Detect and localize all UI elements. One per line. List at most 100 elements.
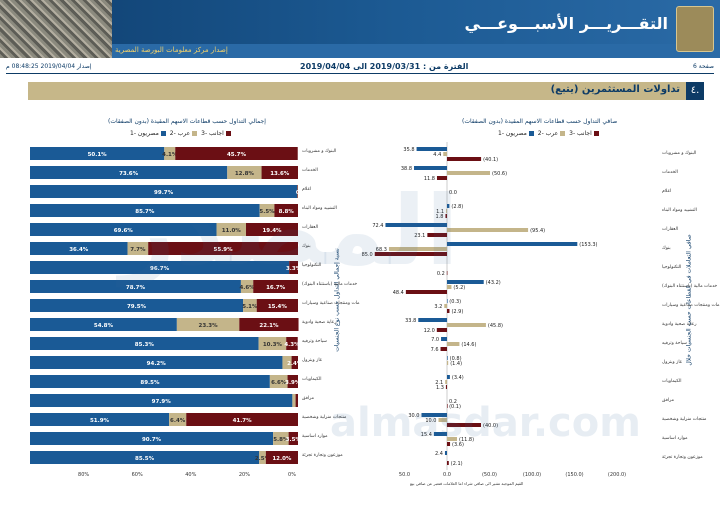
- stacked-bar-segment: [164, 147, 176, 160]
- stacked-bar-segment: [282, 356, 292, 369]
- net-bar: [405, 290, 447, 294]
- subtitle-bar: [112, 44, 720, 58]
- net-bar: [385, 223, 447, 227]
- category-label: موزعون وتجارة تجزئة: [302, 453, 343, 458]
- stacked-bar-segment: [287, 375, 298, 388]
- stacked-bar-segment: [291, 356, 298, 369]
- stacked-bar-segment: [273, 432, 289, 445]
- net-bar: [447, 442, 451, 446]
- left-chart-legend: اجانب -3 عرب -2 مصريون -1: [130, 130, 233, 137]
- stacked-bar-segment: [127, 242, 149, 255]
- data-label: 33.8: [405, 318, 416, 324]
- legend-swatch-egyptians: [528, 131, 534, 136]
- stacked-bar-segment: [30, 356, 283, 369]
- data-label: (3.6): [452, 442, 464, 448]
- report-subtitle: إصدار مركز معلومات البورصة المصرية: [115, 46, 228, 54]
- net-bar: [447, 242, 578, 246]
- category-label: موزعون وتجارة تجزئة: [662, 455, 703, 460]
- stacked-bar-segment: [30, 394, 293, 407]
- net-bar: [414, 166, 447, 170]
- data-label: 15.4%: [268, 304, 288, 310]
- data-label: 11.0%: [222, 228, 242, 234]
- data-label: (0.8): [450, 356, 462, 362]
- data-label: 5.5%: [259, 209, 275, 215]
- stacked-bar-segment: [30, 299, 244, 312]
- data-label: (0.1): [449, 404, 461, 410]
- data-label: 10.3%: [263, 342, 283, 348]
- data-label: (14.6): [461, 342, 476, 348]
- category-label: اعلام: [662, 189, 671, 194]
- legend-swatch-foreigners: [593, 131, 599, 136]
- data-label: 1.8: [436, 214, 444, 220]
- stacked-bar-segment: [258, 337, 287, 350]
- data-label: (1.4): [450, 361, 462, 367]
- category-label: خدمات ومنتجات صناعية وسيارات: [662, 303, 720, 308]
- data-label: (11.8): [459, 437, 474, 443]
- net-bar: [374, 252, 447, 256]
- legend-swatch-arabs: [560, 131, 566, 136]
- data-label: 2.5%: [255, 456, 271, 462]
- net-bar: [447, 204, 450, 208]
- net-bar: [416, 147, 447, 151]
- net-bar: [447, 461, 449, 465]
- stacked-bar-segment: [186, 413, 298, 426]
- data-label: 2.4%: [287, 361, 303, 367]
- data-label: (50.6): [492, 171, 507, 177]
- data-label: 13.6%: [270, 171, 290, 177]
- data-label: 69.6%: [114, 228, 134, 234]
- data-label: 1.1: [436, 209, 444, 215]
- net-bar: [447, 157, 482, 161]
- x-tick-label: 0%: [288, 472, 296, 478]
- net-bar: [443, 152, 447, 156]
- net-bar: [438, 418, 447, 422]
- data-label: 7.0: [431, 337, 439, 343]
- stacked-bar-segment: [176, 318, 240, 331]
- data-label: 23.1: [414, 233, 425, 239]
- watermark-url: almasdar.com: [330, 400, 641, 446]
- data-label: (95.4): [530, 228, 545, 234]
- category-label: غاز وبترول: [662, 360, 683, 365]
- category-label: خدمات مالية (باستثناء البنوك): [662, 283, 717, 289]
- net-bar: [447, 404, 448, 408]
- legend-foreigners: اجانب -3: [201, 130, 233, 137]
- data-label: 4.1%: [162, 152, 178, 158]
- data-label: 8.8%: [279, 209, 295, 215]
- data-label: 68.3: [376, 247, 387, 253]
- net-bar: [433, 432, 447, 436]
- data-label: 7.6: [431, 347, 439, 353]
- x-tick-label: 50.0: [399, 472, 410, 478]
- stacked-bar-segment: [265, 451, 298, 464]
- data-label: 54.8%: [94, 323, 114, 329]
- data-label: 3.3%: [286, 266, 302, 272]
- data-label: 0.0: [449, 190, 457, 196]
- net-bar: [447, 375, 450, 379]
- stacked-bar-segment: [216, 223, 247, 236]
- data-label: 7.7%: [130, 247, 146, 253]
- stacked-bar-segment: [30, 451, 260, 464]
- category-label: اعلام: [302, 187, 311, 192]
- legend-swatch-foreigners: [225, 131, 231, 136]
- stacked-bar-segment: [297, 185, 298, 198]
- stacked-bar-segment: [30, 337, 259, 350]
- category-label: العقارات: [662, 227, 678, 232]
- data-label: (40.0): [483, 423, 498, 429]
- data-label: 5.8%: [273, 437, 289, 443]
- category-label: رعاية صحية وادوية: [302, 320, 337, 325]
- watermark-logo: المصدر: [120, 175, 459, 287]
- stacked-bar-segment: [30, 147, 165, 160]
- section-bar: [28, 82, 704, 100]
- stacked-share-chart: 50.1% 4.1% 45.7% البنوك و مشروبات 73.6% 12.8%…: [30, 147, 360, 478]
- category-label: سياحة وترفيه: [302, 339, 327, 344]
- data-label: 85.7%: [135, 209, 155, 215]
- left-chart-title: إجمالي التداول حسب قطاعات الاسهم المقيدة…: [108, 118, 266, 125]
- legend-swatch-egyptians: [160, 131, 166, 136]
- data-label: (45.8): [488, 323, 503, 329]
- stacked-bar-segment: [289, 261, 298, 274]
- stacked-bar-segment: [30, 223, 217, 236]
- right-chart-title: صافي التداول حسب قطاعات الاسهم المقيدة (…: [462, 118, 618, 125]
- net-bar: [447, 356, 448, 360]
- stacked-bar-segment: [30, 185, 298, 198]
- x-tick-label: 60%: [132, 472, 143, 478]
- data-label: 85.0: [362, 252, 373, 258]
- data-label: 30.0: [408, 413, 419, 419]
